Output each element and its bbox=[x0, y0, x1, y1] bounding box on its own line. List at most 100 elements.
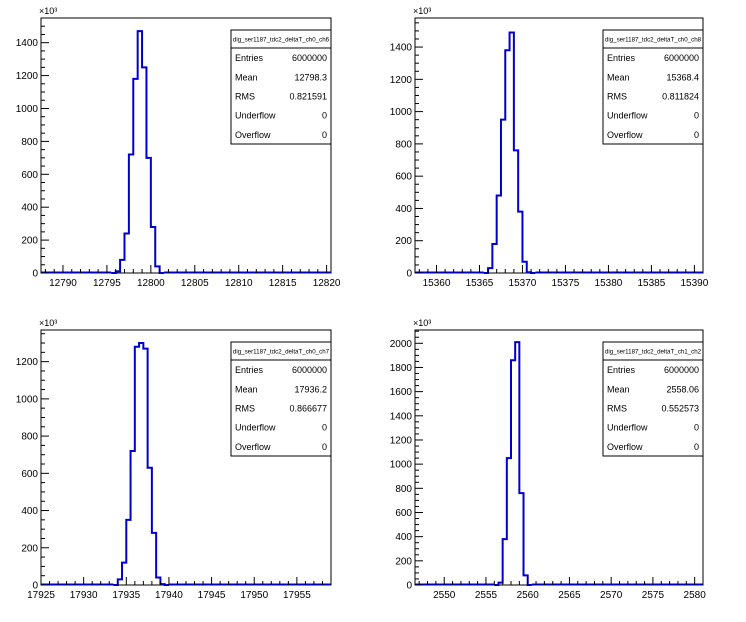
stats-label: Entries bbox=[607, 53, 636, 63]
stats-value: 12798.3 bbox=[294, 72, 327, 82]
histogram-panel-3: 17925 17930 17935 17940 17945 17950 17955 0 200 4… bbox=[16, 318, 332, 601]
y-tick-label: 400 bbox=[395, 532, 412, 543]
x-tick-label: 15375 bbox=[552, 278, 580, 289]
stats-label: Underflow bbox=[235, 423, 276, 433]
stats-value: 6000000 bbox=[292, 53, 327, 63]
stats-value: 0 bbox=[694, 111, 699, 121]
x-tick-label: 17935 bbox=[112, 590, 140, 601]
stats-box-frame bbox=[602, 29, 704, 145]
y-tick-label: 400 bbox=[21, 203, 38, 214]
x-tick-label: 15360 bbox=[423, 278, 451, 289]
stats-title: dig_ser1187_tdc2_deltaT_ch0_ch8 bbox=[605, 37, 702, 44]
stats-value: 0 bbox=[694, 442, 699, 452]
stats-box: dig_ser1187_tdc2_deltaT_ch0_ch7 Entries 60… bbox=[230, 341, 332, 457]
x-tick-label: 2580 bbox=[684, 590, 707, 601]
x-tick-label: 15365 bbox=[466, 278, 494, 289]
stats-label: Mean bbox=[235, 384, 258, 394]
x-tick-label: 15370 bbox=[509, 278, 537, 289]
y-tick-label: 800 bbox=[21, 432, 38, 443]
y-tick-label: 0 bbox=[406, 269, 412, 280]
stats-label: Overflow bbox=[235, 442, 271, 452]
x-tick-label: 2565 bbox=[558, 590, 581, 601]
stats-value: 0 bbox=[322, 111, 327, 121]
stats-label: Mean bbox=[607, 72, 630, 82]
y-tick-label: 0 bbox=[406, 581, 412, 592]
stats-value: 0.552573 bbox=[661, 404, 699, 414]
x-tick-label: 17945 bbox=[198, 590, 226, 601]
stats-value: 0 bbox=[694, 423, 699, 433]
stats-title: dig_ser1187_tdc2_deltaT_ch1_ch2 bbox=[605, 349, 702, 356]
stats-label: Mean bbox=[235, 72, 258, 82]
x-tick-label: 15380 bbox=[595, 278, 623, 289]
y-tick-label: 0 bbox=[32, 581, 38, 592]
stats-label: Underflow bbox=[607, 111, 648, 121]
stats-label: Underflow bbox=[235, 111, 276, 121]
stats-label: Overflow bbox=[235, 130, 271, 140]
x-tick-label: 15385 bbox=[638, 278, 666, 289]
y-tick-label: 800 bbox=[395, 484, 412, 495]
x-tick-label: 12790 bbox=[49, 278, 77, 289]
y-tick-label: 1800 bbox=[390, 363, 413, 374]
stats-value: 0 bbox=[322, 130, 327, 140]
stats-label: RMS bbox=[235, 404, 255, 414]
stats-value: 0.811824 bbox=[662, 92, 699, 102]
y-tick-label: 1000 bbox=[16, 394, 39, 405]
stats-box-frame bbox=[602, 341, 704, 457]
stats-label: RMS bbox=[607, 404, 627, 414]
stats-box: dig_ser1187_tdc2_deltaT_ch1_ch2 Entries 60… bbox=[602, 341, 704, 457]
x-tick-label: 2560 bbox=[517, 590, 540, 601]
y-exponent-label: ×10³ bbox=[413, 6, 431, 16]
y-tick-label: 200 bbox=[395, 236, 412, 247]
histogram-panel-4: 2550 2555 2560 2565 2570 2575 2580 0 200 400 600 80… bbox=[390, 318, 706, 601]
histogram-panel-1: 12790 12795 12800 12805 12810 12815 12820 0 200 4… bbox=[16, 6, 341, 289]
y-tick-label: 600 bbox=[395, 508, 412, 519]
x-tick-label: 2570 bbox=[600, 590, 623, 601]
y-tick-label: 1000 bbox=[16, 104, 39, 115]
stats-value: 15368.4 bbox=[666, 72, 699, 82]
y-exponent-label: ×10³ bbox=[39, 6, 57, 16]
y-tick-label: 1400 bbox=[390, 411, 413, 422]
x-tick-label: 17930 bbox=[70, 590, 98, 601]
y-tick-label: 1400 bbox=[390, 43, 413, 54]
stats-value: 6000000 bbox=[292, 365, 327, 375]
x-tick-label: 12805 bbox=[181, 278, 209, 289]
y-tick-label: 800 bbox=[21, 137, 38, 148]
x-tick-label: 17940 bbox=[155, 590, 183, 601]
stats-box: dig_ser1187_tdc2_deltaT_ch0_ch6 Entries 60… bbox=[230, 29, 332, 145]
x-tick-label: 12810 bbox=[225, 278, 253, 289]
y-tick-label: 1000 bbox=[390, 460, 413, 471]
stats-value: 0.821591 bbox=[289, 92, 327, 102]
stats-value: 17936.2 bbox=[294, 384, 327, 394]
histogram-panel-2: 15360 15365 15370 15375 15380 15385 15390 0 200 4… bbox=[390, 6, 709, 289]
y-tick-label: 600 bbox=[395, 172, 412, 183]
y-tick-label: 2000 bbox=[390, 339, 413, 350]
y-tick-label: 0 bbox=[32, 269, 38, 280]
y-tick-label: 600 bbox=[21, 469, 38, 480]
x-tick-label: 17950 bbox=[240, 590, 268, 601]
y-tick-label: 600 bbox=[21, 170, 38, 181]
x-tick-label: 12815 bbox=[269, 278, 297, 289]
x-tick-label: 2555 bbox=[475, 590, 498, 601]
x-tick-label: 12820 bbox=[313, 278, 341, 289]
histogram-line bbox=[113, 342, 169, 586]
histogram-line bbox=[483, 31, 536, 274]
stats-box-frame bbox=[230, 29, 332, 145]
y-tick-label: 1200 bbox=[390, 435, 413, 446]
histogram-line bbox=[111, 30, 165, 274]
stats-value: 2558.06 bbox=[666, 384, 699, 394]
y-tick-label: 1600 bbox=[390, 387, 413, 398]
stats-title: dig_ser1187_tdc2_deltaT_ch0_ch7 bbox=[233, 349, 330, 356]
stats-label: Mean bbox=[607, 384, 630, 394]
stats-label: RMS bbox=[607, 92, 627, 102]
stats-label: Entries bbox=[607, 365, 636, 375]
y-tick-label: 200 bbox=[395, 556, 412, 567]
y-tick-label: 800 bbox=[395, 139, 412, 150]
stats-value: 0 bbox=[322, 442, 327, 452]
y-exponent-label: ×10³ bbox=[413, 318, 431, 328]
stats-box: dig_ser1187_tdc2_deltaT_ch0_ch8 Entries 60… bbox=[602, 29, 704, 145]
y-tick-label: 200 bbox=[21, 543, 38, 554]
y-tick-label: 400 bbox=[21, 506, 38, 517]
stats-label: Entries bbox=[235, 53, 264, 63]
x-tick-label: 17925 bbox=[27, 590, 55, 601]
